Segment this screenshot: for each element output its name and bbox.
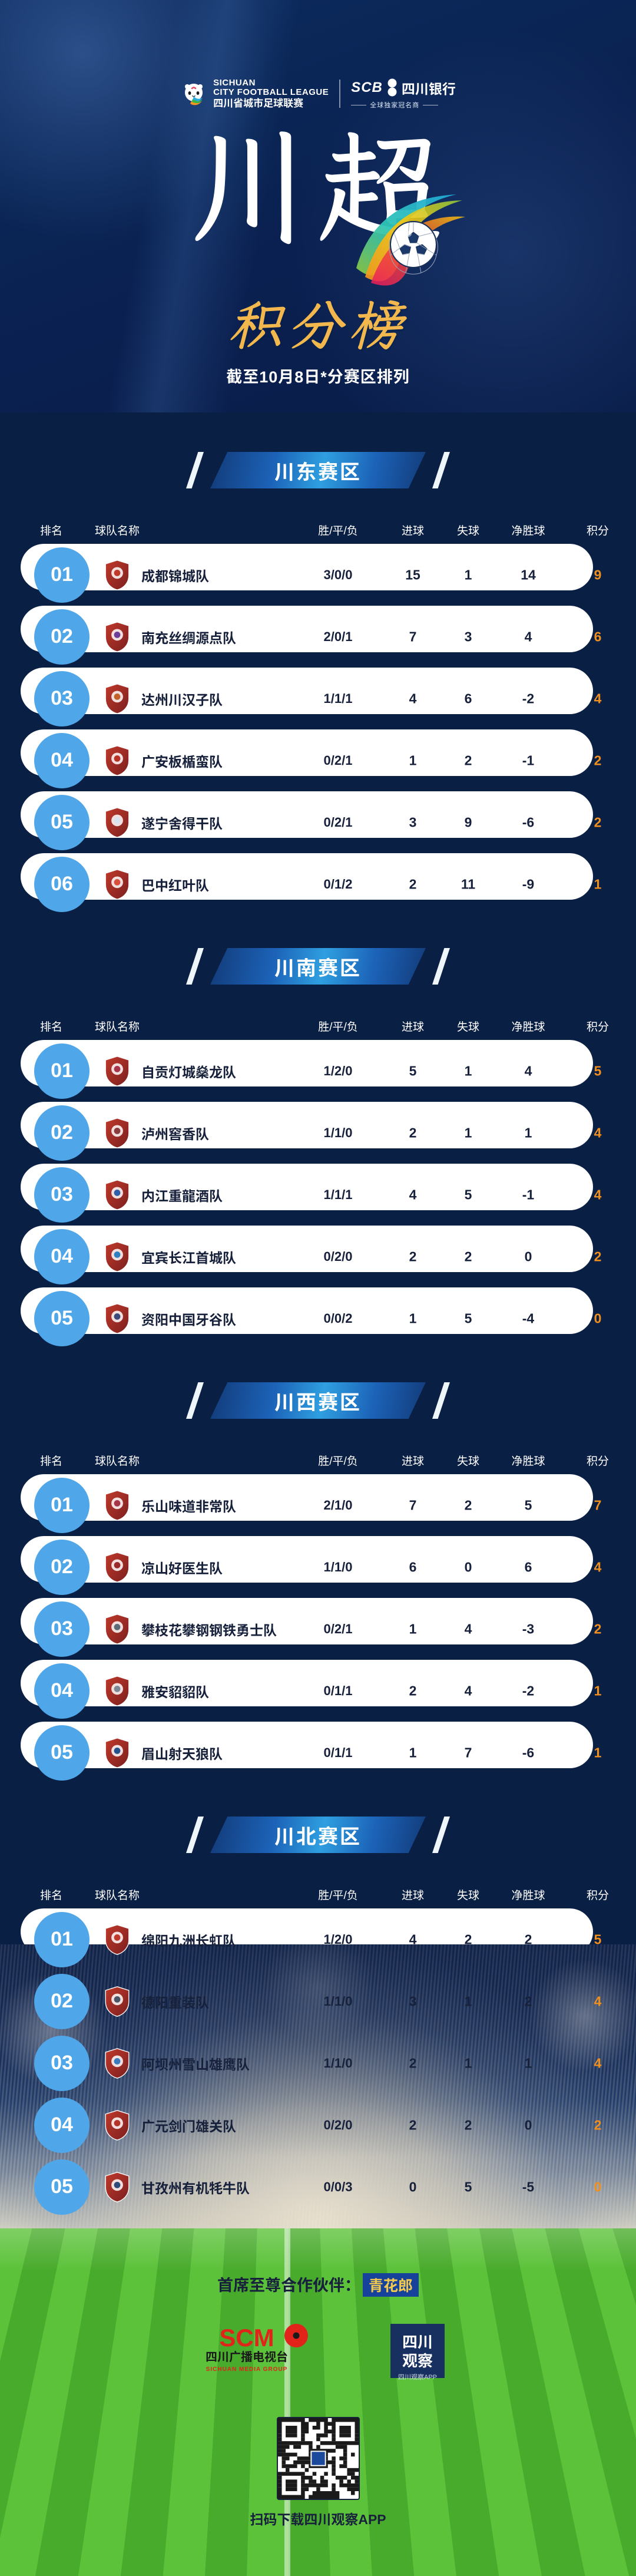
svg-text:四川: 四川 <box>402 2333 432 2351</box>
svg-text:SICHUAN MEDIA GROUP: SICHUAN MEDIA GROUP <box>206 2366 288 2373</box>
svg-text:四川广播电视台: 四川广播电视台 <box>206 2350 288 2364</box>
svg-text:四川观察APP: 四川观察APP <box>398 2373 436 2381</box>
svg-text:SCM: SCM <box>219 2324 274 2352</box>
svg-text:观察: 观察 <box>402 2352 432 2370</box>
